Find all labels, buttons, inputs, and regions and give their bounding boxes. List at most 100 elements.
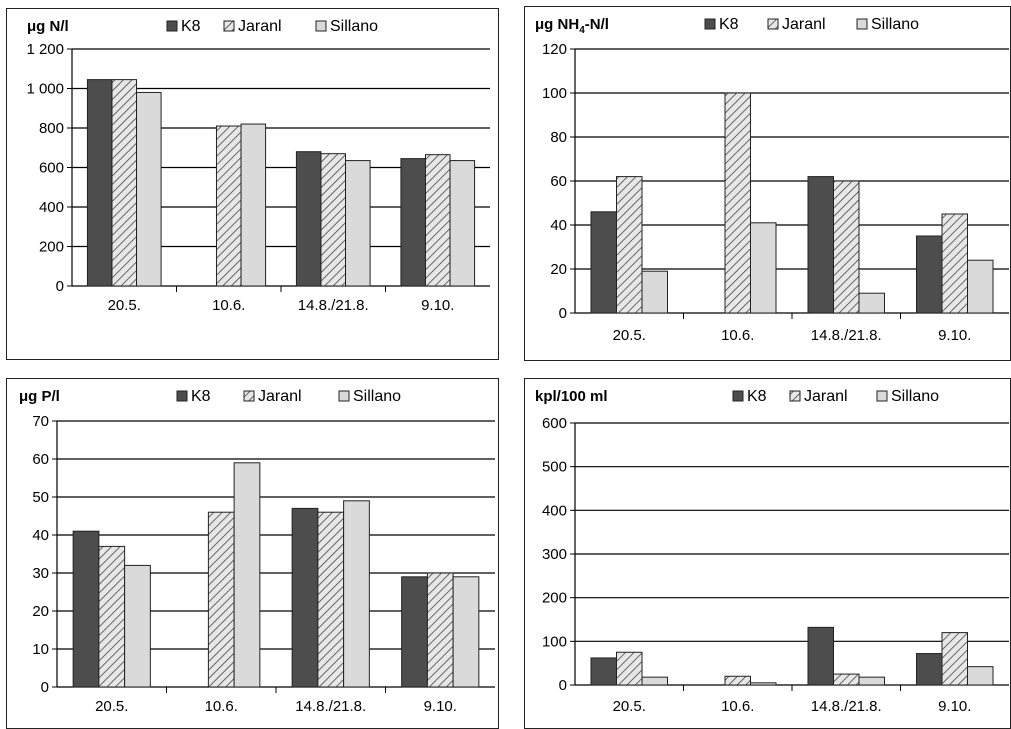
legend-label-jaranl: Jaranl bbox=[258, 388, 302, 405]
y-tick-label: 30 bbox=[32, 565, 49, 582]
chart-title: μg P/l bbox=[19, 388, 60, 405]
x-category-label: 20.5. bbox=[95, 698, 128, 715]
chart-ammonium-nitrogen: μg NH4-N/l K8 Jaranl Sillano 0 20 40 60 80 100 120… bbox=[535, 16, 1009, 344]
chart-panel-total-nitrogen: μg N/l K8 Jaranl Sillano 0 200 400 600 800 1 000 1… bbox=[6, 8, 499, 360]
x-category-label: 14.8./21.8. bbox=[811, 327, 882, 344]
y-tick-label: 0 bbox=[559, 305, 567, 322]
y-tick-label: 40 bbox=[32, 527, 49, 544]
bar-k8-4 bbox=[916, 235, 943, 314]
legend-swatch-sillano bbox=[338, 390, 350, 402]
bar-jaranl-2 bbox=[207, 511, 235, 688]
bar-sillano-3 bbox=[858, 292, 885, 314]
bar-jaranl-3 bbox=[317, 511, 345, 688]
bar-k8-1 bbox=[86, 79, 113, 287]
bar-sillano-3 bbox=[343, 500, 370, 688]
legend-swatch-jaranl bbox=[767, 18, 779, 30]
bar-k8-3 bbox=[291, 507, 319, 688]
y-tick-label: 60 bbox=[32, 451, 49, 468]
bar-jaranl-3 bbox=[833, 673, 860, 686]
legend-swatch-k8 bbox=[704, 18, 716, 30]
y-tick-label: 40 bbox=[550, 217, 567, 234]
y-tick-label: 100 bbox=[542, 85, 567, 102]
bar-jaranl-3 bbox=[833, 180, 860, 314]
bar-sillano-1 bbox=[641, 676, 668, 686]
bar-jaranl-2 bbox=[724, 92, 751, 314]
bar-jaranl-1 bbox=[616, 651, 643, 686]
y-tick-label: 0 bbox=[56, 278, 64, 295]
bar-k8-3 bbox=[807, 176, 835, 314]
bar-sillano-2 bbox=[749, 222, 777, 314]
bar-k8-4 bbox=[400, 158, 426, 287]
bar-sillano-4 bbox=[966, 666, 994, 686]
bar-k8-1 bbox=[72, 530, 100, 688]
y-tick-label: 800 bbox=[39, 120, 64, 137]
chart-panel-ammonium-nitrogen: μg NH4-N/l K8 Jaranl Sillano 0 20 40 60 80 100 120… bbox=[524, 6, 1011, 361]
legend-swatch-sillano bbox=[856, 18, 868, 30]
y-tick-label: 1 000 bbox=[26, 81, 64, 98]
legend-swatch-jaranl bbox=[243, 390, 255, 402]
x-category-label: 9.10. bbox=[938, 698, 971, 715]
bar-sillano-2 bbox=[240, 123, 267, 287]
x-category-label: 20.5. bbox=[613, 327, 646, 344]
bar-jaranl-2 bbox=[724, 675, 751, 686]
bar-sillano-3 bbox=[345, 160, 371, 287]
bar-jaranl-4 bbox=[426, 572, 454, 688]
legend-label-jaranl: Jaranl bbox=[804, 388, 848, 405]
legend-label-jaranl: Jaranl bbox=[782, 16, 826, 33]
legend-label-sillano: Sillano bbox=[871, 16, 919, 33]
chart-title: μg N/l bbox=[27, 18, 69, 35]
y-tick-label: 20 bbox=[32, 603, 49, 620]
bar-jaranl-1 bbox=[616, 176, 643, 314]
legend-swatch-jaranl bbox=[223, 20, 235, 32]
y-tick-label: 200 bbox=[542, 590, 567, 607]
chart-total-phosphorus: μg P/l K8 Jaranl Sillano 0 10 20 30 40 50 60 70 20.5… bbox=[19, 388, 495, 715]
legend-swatch-jaranl bbox=[789, 390, 801, 402]
legend-swatch-sillano bbox=[315, 20, 327, 32]
bar-jaranl-3 bbox=[320, 153, 347, 287]
bar-jaranl-1 bbox=[98, 545, 126, 688]
bar-sillano-1 bbox=[124, 564, 151, 688]
bar-sillano-3 bbox=[858, 676, 885, 686]
x-category-label: 14.8./21.8. bbox=[811, 698, 882, 715]
y-tick-label: 0 bbox=[559, 677, 567, 694]
y-tick-label: 500 bbox=[542, 459, 567, 476]
x-category-label: 9.10. bbox=[938, 327, 971, 344]
legend-label-k8: K8 bbox=[719, 16, 739, 33]
legend-label-sillano: Sillano bbox=[891, 388, 939, 405]
legend-swatch-k8 bbox=[166, 20, 178, 32]
legend-label-sillano: Sillano bbox=[353, 388, 401, 405]
legend-label-k8: K8 bbox=[747, 388, 767, 405]
bar-k8-4 bbox=[401, 576, 428, 688]
chart-total-nitrogen: μg N/l K8 Jaranl Sillano 0 200 400 600 800 1 000 1… bbox=[26, 18, 490, 314]
y-tick-label: 70 bbox=[32, 413, 49, 430]
bar-sillano-2 bbox=[233, 462, 261, 688]
legend-label-jaranl: Jaranl bbox=[238, 18, 282, 35]
x-category-label: 14.8./21.8. bbox=[295, 698, 366, 715]
chart-panel-bacteria-count: kpl/100 ml K8 Jaranl Sillano 0 100 200 300 400 50… bbox=[524, 378, 1011, 729]
y-tick-label: 60 bbox=[550, 173, 567, 190]
bar-jaranl-4 bbox=[941, 632, 968, 686]
bar-jaranl-4 bbox=[424, 154, 451, 287]
y-tick-label: 0 bbox=[41, 679, 49, 696]
bar-k8-1 bbox=[590, 657, 618, 686]
y-tick-label: 20 bbox=[550, 261, 567, 278]
legend-swatch-sillano bbox=[876, 390, 888, 402]
bar-sillano-4 bbox=[966, 259, 994, 314]
y-tick-label: 200 bbox=[39, 239, 64, 256]
x-category-label: 20.5. bbox=[108, 297, 141, 314]
x-category-label: 10.6. bbox=[721, 698, 754, 715]
bar-k8-4 bbox=[916, 653, 943, 686]
x-category-label: 9.10. bbox=[421, 297, 454, 314]
bar-k8-1 bbox=[590, 211, 618, 314]
bar-sillano-1 bbox=[641, 270, 668, 314]
chart-panel-total-phosphorus: μg P/l K8 Jaranl Sillano 0 10 20 30 40 50 60 70 20.5… bbox=[6, 378, 499, 729]
y-tick-label: 600 bbox=[542, 415, 567, 432]
bar-jaranl-4 bbox=[941, 213, 968, 314]
y-tick-label: 600 bbox=[39, 160, 64, 177]
bar-jaranl-1 bbox=[111, 79, 138, 287]
bar-sillano-4 bbox=[449, 160, 476, 287]
legend-label-k8: K8 bbox=[191, 388, 211, 405]
chart-bacteria-count: kpl/100 ml K8 Jaranl Sillano 0 100 200 300 400 50… bbox=[535, 388, 1009, 715]
bar-jaranl-2 bbox=[215, 125, 242, 287]
x-category-label: 10.6. bbox=[212, 297, 245, 314]
